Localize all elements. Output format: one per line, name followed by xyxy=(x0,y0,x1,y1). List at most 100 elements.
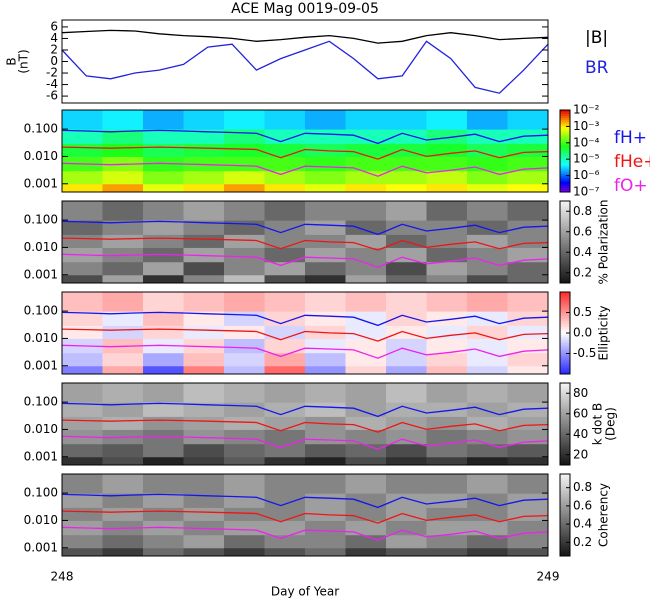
spectrogram-cell xyxy=(345,261,387,276)
spectrogram-cell xyxy=(466,547,509,557)
spectrogram-cell xyxy=(223,170,266,185)
spectrogram-cell xyxy=(183,520,225,536)
spectrogram-cell xyxy=(386,156,427,172)
colorbar-step xyxy=(560,209,570,212)
spectrogram-cell xyxy=(386,493,427,508)
spectrogram-cell xyxy=(466,338,509,354)
colorbar-step xyxy=(560,189,570,193)
colorbar-step xyxy=(560,474,570,477)
spectrogram-cell xyxy=(386,402,427,417)
colorbar-step xyxy=(560,452,570,456)
spectrogram-cell xyxy=(507,261,549,276)
colorbar-step xyxy=(560,310,570,313)
spectrogram-cell xyxy=(102,325,144,339)
colorbar-tick-label: 0.0 xyxy=(573,326,592,340)
colorbar-step xyxy=(560,314,570,318)
gyrofrequency-line xyxy=(61,402,549,418)
spectrogram-cell xyxy=(386,183,427,193)
colorbar-step xyxy=(560,244,570,247)
colorbar-step xyxy=(560,428,570,431)
x-tick-label: 248 xyxy=(51,570,74,584)
colorbar-step xyxy=(560,165,570,168)
colorbar-step xyxy=(560,203,570,206)
y-tick-label: 2 xyxy=(50,42,58,56)
spectrogram-cell xyxy=(223,201,266,221)
spectrogram-cell xyxy=(345,520,387,536)
spectrogram-cell xyxy=(143,201,184,221)
y-tick-label: 0.010 xyxy=(24,422,58,436)
gyrofrequency-line xyxy=(61,311,549,327)
colorbar-step xyxy=(560,419,570,423)
spectrogram-cell xyxy=(305,443,346,458)
colorbar-step xyxy=(560,547,570,551)
spectrogram-cell xyxy=(183,183,225,193)
spectrogram-cell xyxy=(264,156,306,172)
spectrogram-cell xyxy=(386,547,427,557)
spectrogram-cell xyxy=(143,456,184,466)
spectrogram-cell xyxy=(183,352,225,367)
colorbar-step xyxy=(560,351,570,354)
spectrogram-cell xyxy=(305,274,346,284)
spectrogram-cell xyxy=(466,474,509,494)
colorbar-step xyxy=(560,118,570,121)
spectrogram-cell xyxy=(102,352,144,367)
spectrogram-cell xyxy=(507,110,549,130)
gyrofrequency-line xyxy=(61,419,549,433)
spectrogram-cell xyxy=(345,325,387,339)
spectrogram-cell xyxy=(264,520,306,536)
colorbar-step xyxy=(560,533,570,536)
colorbar-step xyxy=(560,124,570,127)
spectrogram-cell xyxy=(386,443,427,458)
spectrogram-cell xyxy=(183,234,225,248)
colorbar-step xyxy=(560,458,570,462)
spectrogram-cell xyxy=(102,183,144,193)
colorbar-tick-label: 0.2 xyxy=(573,265,592,279)
spectrogram-cell xyxy=(386,456,427,466)
spectrogram-cell xyxy=(466,183,509,193)
spectrogram-cell xyxy=(264,429,306,445)
spectrogram-cell xyxy=(466,365,509,375)
gyrofrequency-line xyxy=(61,162,549,177)
colorbar-step xyxy=(560,252,570,255)
y-tick-label: 0.010 xyxy=(24,331,58,345)
y-tick-label: 0.100 xyxy=(24,122,58,136)
spectrogram-cell xyxy=(102,143,144,157)
spectrogram-cell xyxy=(62,129,103,144)
spectrogram-cell xyxy=(143,129,184,144)
spectrogram-cell xyxy=(507,338,549,354)
y-tick-label: -6 xyxy=(46,89,58,103)
colorbar-step xyxy=(560,116,570,119)
spectrogram-cell xyxy=(305,365,346,375)
colorbar-step xyxy=(560,407,570,411)
colorbar-step xyxy=(560,446,570,450)
colorbar-step xyxy=(560,486,570,489)
colorbar-step xyxy=(560,173,570,177)
colorbar-step xyxy=(560,349,570,352)
spectrogram-cell xyxy=(62,234,103,248)
spectrogram-cell xyxy=(345,547,387,557)
colorbar-step xyxy=(560,138,570,142)
colorbar-step xyxy=(560,302,570,305)
spectrogram-cell xyxy=(183,110,225,130)
spectrogram-cell xyxy=(183,220,225,235)
spectrogram-cell xyxy=(466,110,509,130)
colorbar-step xyxy=(560,171,570,175)
colorbar-tick-label: 40 xyxy=(573,427,588,441)
colorbar-step xyxy=(560,347,570,350)
colorbar-step xyxy=(560,239,570,243)
spectrogram-cell xyxy=(426,234,468,248)
spectrogram-cell xyxy=(507,274,549,284)
colorbar-step xyxy=(560,175,570,179)
colorbar-step xyxy=(560,421,570,425)
colorbar-step xyxy=(560,254,570,257)
spectrogram-cell xyxy=(466,311,509,326)
colorbar-step xyxy=(560,523,570,526)
spectrogram-cell xyxy=(102,456,144,466)
spectrogram-cell xyxy=(426,416,468,430)
spectrogram-cell xyxy=(183,365,225,375)
plot-frame xyxy=(61,109,549,193)
colorbar-step xyxy=(560,183,570,187)
spectrogram-cell xyxy=(466,247,509,263)
colorbar-step xyxy=(560,519,570,522)
chart-title: ACE Mag 0019-09-05 xyxy=(231,1,379,17)
